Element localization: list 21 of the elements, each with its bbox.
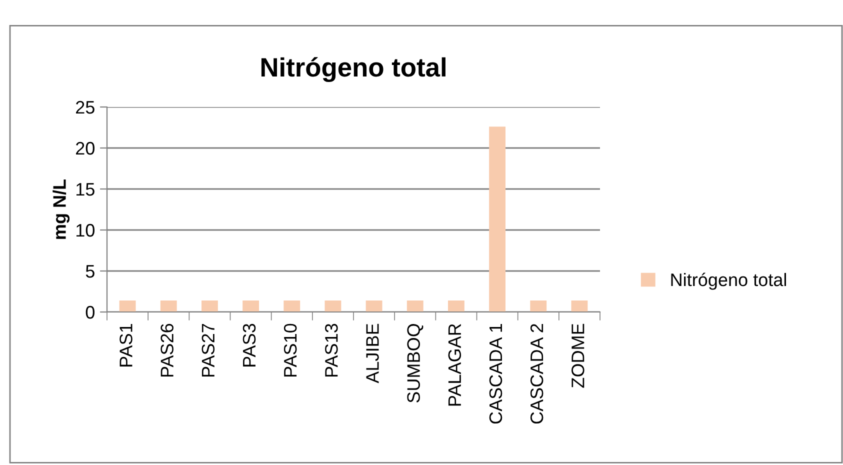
x-tick-label: PAS27 <box>202 324 215 377</box>
x-tick-label: PALAGAR <box>448 324 462 406</box>
y-axis-title: mg N/L <box>52 179 70 239</box>
x-tick-label: PAS1 <box>120 324 132 366</box>
x-tick-label: PAS26 <box>160 324 174 377</box>
y-tick-label: 25 <box>76 100 94 114</box>
y-tick-label: 10 <box>76 224 94 237</box>
x-tick-label: CASCADA 2 <box>530 324 544 424</box>
y-tick-label: 20 <box>76 142 94 155</box>
chart-title: Nitrógeno total <box>261 57 446 82</box>
y-tick-label: 15 <box>76 183 94 196</box>
x-tick-label: ALJIBE <box>366 324 379 384</box>
x-tick-label: PAS13 <box>325 324 338 377</box>
x-tick-label: SUMBOQ <box>407 324 424 403</box>
y-tick-label: 5 <box>86 265 94 278</box>
x-tick-label: PAS10 <box>284 324 297 377</box>
legend-label: Nitrógeno total <box>671 272 786 290</box>
x-tick-label: ZODME <box>572 324 584 388</box>
y-tick-label: 0 <box>86 306 94 319</box>
x-tick-label: PAS3 <box>242 324 256 366</box>
x-tick-label: CASCADA 1 <box>489 324 502 424</box>
